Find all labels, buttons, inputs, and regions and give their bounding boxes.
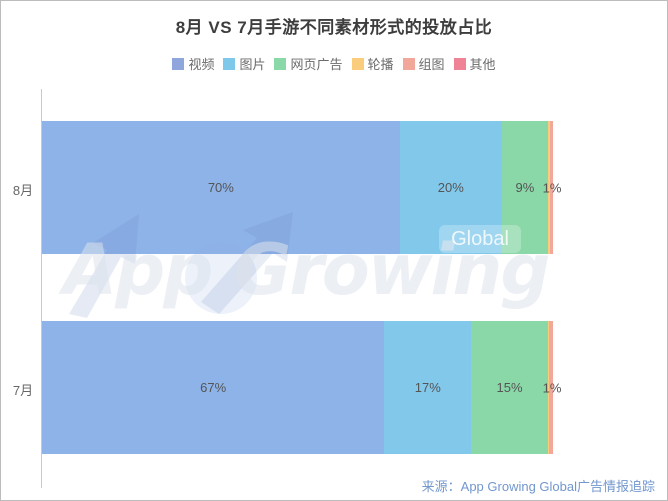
bar-segment: 15% [471,321,548,454]
chart-area: 70% 20% 9% 1% 67% 17% 15% 1% [41,89,561,488]
source-text: 来源：App Growing Global广告情报追踪 [421,479,655,494]
y-axis-label-july: 7月 [12,383,34,398]
legend-item-video: 视频 [172,54,214,73]
bar-segment [547,321,550,454]
data-label: 17% [414,380,441,395]
legend-swatch-video [172,57,185,70]
bar-row-july: 67% 17% 15% 1% [42,321,561,454]
bar-segment [549,321,553,454]
legend-label: 网页广告 [290,57,343,72]
bar-segment: 9% [501,121,548,254]
legend-item-other: 其他 [453,54,496,73]
legend-label: 其他 [469,57,496,72]
bar-row-august: 70% 20% 9% 1% [42,121,561,254]
data-label-tail: 1% [542,180,562,195]
bar-segment [547,121,550,254]
legend-swatch-image [223,57,236,70]
bar-segment: 67% [42,321,385,454]
legend-label: 视频 [188,57,215,72]
data-label: 9% [515,180,535,195]
data-label: 20% [437,180,464,195]
data-label: 70% [207,180,234,195]
bar-segment: 20% [399,121,502,254]
y-axis-label-august: 8月 [12,183,34,198]
legend-swatch-webad [274,57,287,70]
legend-swatch-other [453,57,466,70]
bar-segment [549,121,553,254]
legend-item-webad: 网页广告 [274,54,343,73]
legend-item-imageset: 组图 [402,54,445,73]
legend: 视频 图片 网页广告 轮播 组图 其他 [1,54,667,73]
legend-label: 组图 [418,57,445,72]
data-label: 67% [200,380,227,395]
legend-item-carousel: 轮播 [351,54,394,73]
bar-segment: 17% [384,321,472,454]
chart-title: 8月 VS 7月手游不同素材形式的投放占比 [175,18,493,37]
legend-swatch-imageset [402,57,415,70]
legend-label: 图片 [239,57,266,72]
data-label-tail: 1% [542,380,562,395]
bar-segment: 70% [42,121,400,254]
legend-swatch-carousel [351,57,364,70]
legend-item-image: 图片 [223,54,265,73]
data-label: 15% [496,380,523,395]
legend-label: 轮播 [367,57,394,72]
